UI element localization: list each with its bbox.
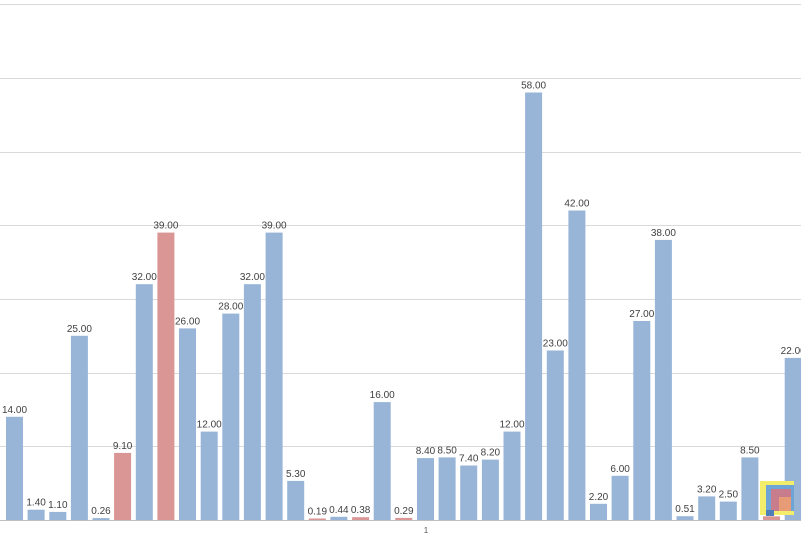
bar	[49, 511, 67, 520]
bar	[438, 457, 456, 520]
bar	[265, 232, 283, 520]
bar-value-label: 22.00	[781, 346, 801, 357]
bar-value-label: 42.00	[564, 199, 589, 210]
bar-value-label: 8.50	[740, 445, 760, 456]
bar	[373, 402, 391, 520]
bar	[352, 517, 370, 520]
bar-value-label: 32.00	[240, 272, 265, 283]
bar-value-label: 2.50	[719, 490, 739, 501]
bar	[157, 232, 175, 520]
bar-value-label: 0.38	[351, 505, 371, 516]
bar	[698, 496, 716, 520]
bar	[70, 335, 88, 521]
bar-value-label: 23.00	[543, 339, 568, 350]
bar-value-label: 27.00	[629, 309, 654, 320]
bar-value-label: 39.00	[153, 221, 178, 232]
bar-value-label: 7.40	[459, 454, 479, 465]
bar	[546, 350, 564, 520]
bar	[590, 503, 607, 520]
bar	[676, 516, 694, 520]
bar	[568, 210, 586, 520]
bar	[135, 284, 153, 520]
bar	[6, 416, 23, 520]
bar-value-label: 12.00	[197, 420, 222, 431]
bar-value-label: 0.29	[394, 506, 414, 517]
colorful-square-icon	[760, 481, 794, 516]
bar	[243, 284, 261, 520]
bar-value-label: 25.00	[67, 324, 92, 335]
bar-value-label: 38.00	[651, 228, 676, 239]
bar-value-label: 8.20	[481, 448, 501, 459]
bar	[763, 516, 780, 520]
bar-value-label: 14.00	[2, 405, 27, 416]
bar-value-label: 3.20	[697, 484, 717, 495]
bar-value-label: 0.51	[675, 504, 695, 515]
bar-value-label: 26.00	[175, 316, 200, 327]
bar-value-label: 1.10	[48, 500, 68, 511]
bar-value-label: 5.30	[286, 469, 306, 480]
bar	[330, 516, 348, 520]
bar-value-label: 8.50	[437, 445, 457, 456]
bar-value-label: 9.10	[113, 441, 133, 452]
bar	[395, 517, 413, 520]
bar	[179, 328, 196, 520]
bar-value-label: 8.40	[416, 446, 436, 457]
bar	[784, 357, 801, 520]
bar	[287, 480, 305, 520]
bar	[417, 458, 434, 520]
bar	[525, 92, 543, 520]
bar	[92, 518, 110, 520]
bar-value-label: 39.00	[262, 221, 287, 232]
gridlines	[0, 4, 801, 521]
bar-value-label: 0.26	[91, 506, 111, 517]
x-axis-category-label: 1	[424, 526, 429, 534]
bar-value-label: 32.00	[132, 272, 157, 283]
bars	[6, 92, 801, 521]
data-labels: 14.00 1.40 1.10 25.00 0.26 9.10 32.00 39.00 26.0…	[2, 81, 801, 518]
bar	[741, 457, 759, 520]
bar	[308, 518, 326, 520]
bar	[114, 452, 132, 520]
bar-value-label: 1.40	[26, 498, 46, 509]
bar-value-label: 58.00	[521, 81, 546, 92]
bar	[222, 313, 240, 520]
bar	[719, 501, 737, 520]
bar-value-label: 12.00	[499, 420, 524, 431]
bar-value-label: 28.00	[218, 302, 243, 313]
bar-value-label: 16.00	[370, 390, 395, 401]
bar	[200, 431, 218, 520]
bar	[481, 459, 499, 520]
bar-value-label: 6.00	[610, 464, 630, 475]
bar-value-label: 2.20	[589, 492, 609, 503]
bar	[460, 465, 478, 520]
bar	[633, 321, 651, 520]
bar	[27, 509, 45, 520]
bar	[503, 431, 521, 520]
bar	[654, 239, 672, 520]
bar-value-label: 0.19	[308, 507, 328, 518]
bar-value-label: 0.44	[329, 505, 349, 516]
bar	[611, 475, 629, 520]
